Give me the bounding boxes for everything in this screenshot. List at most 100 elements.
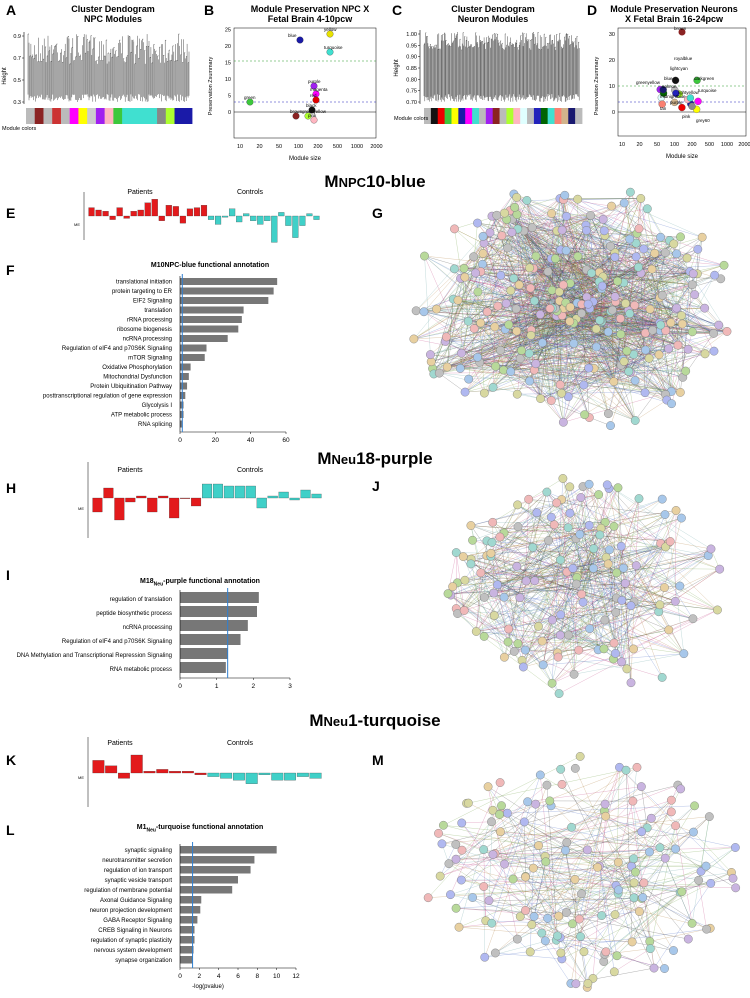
network-node: [488, 517, 498, 527]
eigengene-bar: [181, 771, 194, 774]
network-node: [515, 593, 525, 603]
network-node: [584, 363, 594, 373]
network-node: [672, 249, 682, 259]
plot-d-ytick: 0: [612, 110, 615, 116]
network-edge: [521, 568, 720, 661]
network-edge: [508, 549, 610, 630]
enrichment-bar: [180, 420, 183, 428]
network-edge: [453, 224, 586, 300]
network-edge: [604, 619, 684, 654]
panel-d-title-line2: X Fetal Brain 16-24pcw: [624, 14, 724, 24]
network-node: [687, 280, 697, 290]
network-edge: [458, 810, 494, 928]
enrichment-bar: [180, 297, 269, 304]
plot-b-ylabel: Preservation Zsummary: [208, 57, 214, 116]
network-edge: [632, 767, 638, 802]
network-edge: [503, 526, 615, 534]
network-node: [576, 493, 586, 502]
network-node: [546, 512, 556, 522]
x-tick-label: 2: [198, 973, 202, 980]
module-point-label: midnightblue: [660, 94, 686, 99]
network-node: [455, 363, 465, 373]
network-node: [495, 778, 505, 787]
network-node: [594, 490, 604, 499]
network-edge: [613, 618, 694, 660]
network-edge: [496, 193, 515, 216]
network-edge: [675, 510, 677, 602]
eigengene-bar: [186, 208, 193, 217]
module-point-label: purple: [670, 100, 683, 105]
network-node: [730, 843, 740, 852]
network-edge: [577, 240, 670, 257]
dendro-c-tick: 0.90: [406, 55, 417, 61]
network-node: [524, 349, 534, 358]
network-edge: [613, 510, 677, 644]
network-edge: [508, 324, 672, 392]
network-edge: [460, 368, 530, 382]
network-edge: [433, 301, 594, 375]
network-edge: [590, 215, 626, 304]
network-edge: [494, 322, 671, 328]
enrichment-term-label: rRNA processing: [127, 318, 172, 324]
network-edge: [591, 272, 714, 334]
network-edge: [599, 788, 681, 867]
network-node: [535, 310, 545, 319]
network-edge: [456, 908, 559, 917]
network-node: [478, 231, 488, 241]
network-edge: [450, 782, 501, 895]
eigengene-bar: [245, 485, 256, 499]
f-title: M10NPC-blue functional annotation: [150, 262, 270, 269]
network-edge: [507, 813, 635, 883]
network-edge: [608, 345, 679, 414]
network-node: [555, 380, 565, 390]
network-edge: [528, 499, 559, 658]
network-node: [478, 259, 487, 269]
network-edge: [492, 847, 736, 855]
network-edge: [559, 609, 718, 694]
network-edge: [677, 258, 688, 346]
network-edge: [573, 575, 578, 675]
panel-b-title: Module Preservation NPC X Fetal Brain 4-…: [220, 4, 400, 24]
network-edge: [621, 565, 637, 662]
eigengene-bar: [180, 497, 191, 499]
network-edge: [490, 512, 537, 554]
module-color-segment: [26, 108, 36, 124]
eigengene-bar: [88, 207, 95, 217]
network-node: [645, 847, 654, 857]
network-node: [587, 268, 596, 278]
network-node: [646, 813, 656, 823]
module-point: [670, 98, 679, 107]
l-title-pre: M1: [136, 824, 147, 831]
eigengene-bar: [267, 495, 278, 499]
enrichment-bar: [180, 866, 251, 874]
module-point: [693, 76, 701, 85]
network-edge: [583, 192, 631, 386]
module-point-label: green: [244, 95, 256, 100]
network-edge: [464, 498, 663, 581]
eigengene-bar: [250, 215, 257, 221]
network-edge: [526, 542, 669, 582]
network-edge: [457, 512, 537, 614]
eigengene-bar: [313, 215, 320, 220]
enrichment-term-label: Glycolysis I: [142, 403, 173, 409]
network-edge: [668, 323, 683, 349]
enrichment-term-label: ncRNA processing: [123, 625, 172, 631]
network-node: [681, 366, 691, 376]
enrichment-bar: [180, 906, 201, 914]
module-color-segment: [472, 108, 480, 124]
network-edge: [548, 494, 599, 541]
eigengene-bar: [95, 209, 102, 217]
network-node: [621, 765, 631, 775]
network-edge: [649, 929, 707, 942]
network-node: [554, 287, 564, 297]
network-edge: [457, 582, 465, 611]
network-node: [655, 600, 665, 610]
network-node: [487, 817, 496, 827]
network-node: [584, 520, 594, 530]
network-edge: [523, 628, 590, 668]
eigengene-bar: [243, 213, 250, 217]
module-color-segment: [506, 108, 514, 124]
dendro-c-yticks: 1.00 0.95 0.90 0.85 0.80 0.75 0.70: [406, 32, 420, 106]
network-node: [513, 639, 523, 649]
network-node: [526, 283, 535, 293]
